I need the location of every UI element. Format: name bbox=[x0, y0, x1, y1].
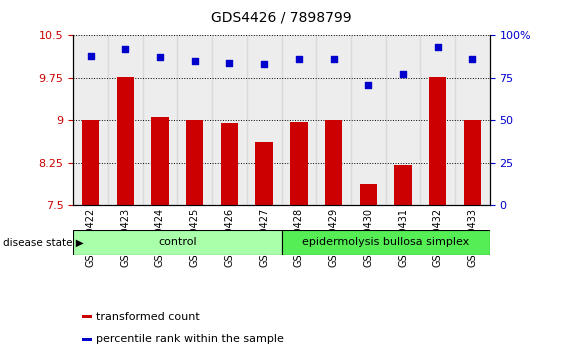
Point bbox=[86, 53, 95, 59]
Bar bbox=[73, 35, 108, 205]
Bar bbox=[464, 120, 481, 205]
Point bbox=[225, 60, 234, 65]
Point bbox=[190, 58, 199, 64]
Bar bbox=[142, 35, 177, 205]
Bar bbox=[282, 230, 490, 255]
Bar bbox=[82, 338, 92, 341]
Point bbox=[329, 56, 338, 62]
Bar bbox=[386, 35, 421, 205]
Text: disease state ▶: disease state ▶ bbox=[3, 238, 83, 247]
Bar bbox=[247, 35, 282, 205]
Text: percentile rank within the sample: percentile rank within the sample bbox=[96, 335, 284, 344]
Text: control: control bbox=[158, 238, 196, 247]
Text: GDS4426 / 7898799: GDS4426 / 7898799 bbox=[211, 11, 352, 25]
Bar bbox=[351, 35, 386, 205]
Point bbox=[399, 72, 408, 77]
Point bbox=[155, 55, 164, 60]
Bar bbox=[455, 35, 490, 205]
Bar bbox=[186, 120, 203, 205]
Bar bbox=[73, 230, 282, 255]
Text: transformed count: transformed count bbox=[96, 312, 200, 322]
Bar bbox=[221, 123, 238, 205]
Bar bbox=[325, 120, 342, 205]
Bar bbox=[394, 165, 412, 205]
Bar bbox=[212, 35, 247, 205]
Bar bbox=[151, 117, 169, 205]
Point bbox=[434, 45, 443, 50]
Bar bbox=[256, 142, 273, 205]
Bar bbox=[82, 120, 99, 205]
Point bbox=[468, 56, 477, 62]
Bar bbox=[282, 35, 316, 205]
Text: epidermolysis bullosa simplex: epidermolysis bullosa simplex bbox=[302, 238, 470, 247]
Point bbox=[294, 56, 303, 62]
Point bbox=[260, 62, 269, 67]
Point bbox=[120, 46, 129, 52]
Bar bbox=[421, 35, 455, 205]
Bar bbox=[82, 315, 92, 318]
Bar bbox=[316, 35, 351, 205]
Bar bbox=[117, 77, 134, 205]
Bar bbox=[360, 184, 377, 205]
Bar bbox=[429, 77, 446, 205]
Bar bbox=[177, 35, 212, 205]
Bar bbox=[108, 35, 142, 205]
Point bbox=[364, 82, 373, 87]
Bar bbox=[290, 122, 307, 205]
